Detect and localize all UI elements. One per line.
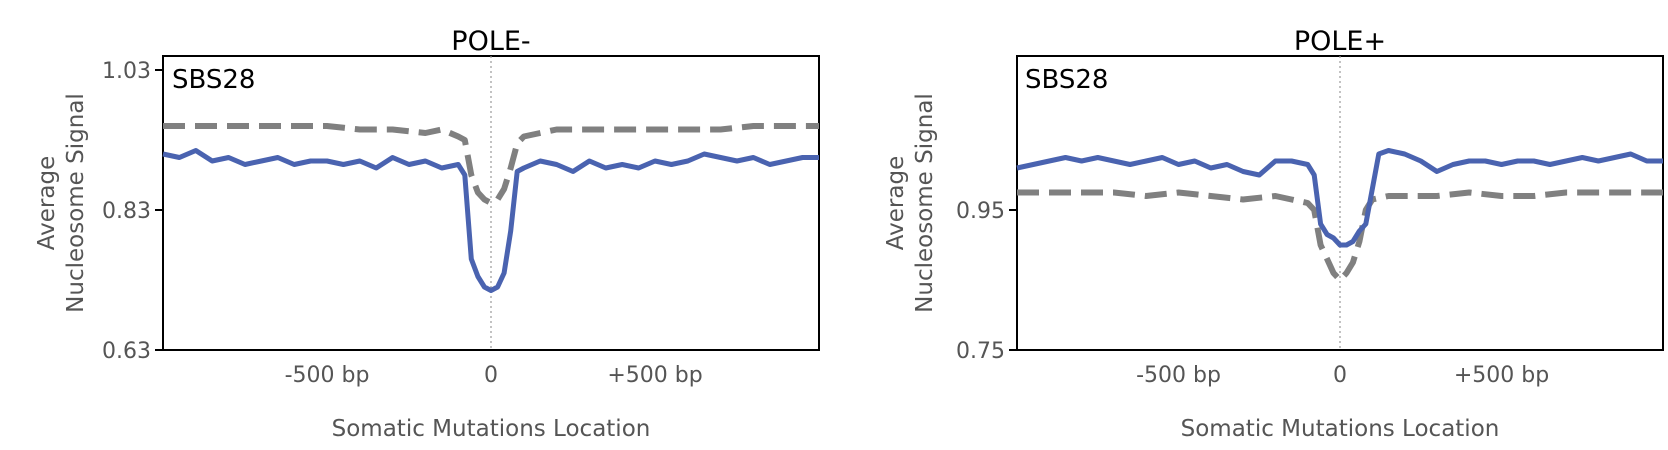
chart-panel-pole-minus: POLE- SBS28 Somatic Mutations Location A… [34, 26, 820, 442]
y-tick-label: 0.63 [102, 339, 151, 364]
y-axis-label-line1: Average [34, 156, 60, 250]
x-tick-label: -500 bp [285, 363, 370, 388]
x-tick-label: -500 bp [1136, 363, 1221, 388]
plot-area [162, 56, 819, 350]
y-tick-label: 0.95 [956, 199, 1005, 224]
y-axis-label-line2: Nucleosome Signal [63, 93, 89, 313]
x-tick-label: +500 bp [1454, 363, 1549, 388]
y-ticks: 0.75 0.95 [956, 199, 1017, 364]
x-axis-label: Somatic Mutations Location [1181, 416, 1500, 442]
chart-title: POLE- [451, 26, 530, 57]
y-tick-label: 0.75 [956, 339, 1005, 364]
chart-panel-pole-plus: POLE+ SBS28 Somatic Mutations Location A… [883, 26, 1664, 442]
x-tick-label: 0 [484, 363, 498, 388]
series-line-dashed [163, 123, 819, 206]
series-line-solid [162, 148, 819, 293]
x-ticks: -500 bp 0 +500 bp [285, 363, 703, 388]
y-axis-label-line2: Nucleosome Signal [912, 93, 938, 313]
series-line-dashed [1017, 189, 1663, 283]
x-tick-label: 0 [1333, 363, 1347, 388]
panel-label: SBS28 [1025, 65, 1108, 95]
series-line-solid [1016, 148, 1663, 248]
chart-title: POLE+ [1294, 26, 1386, 57]
x-tick-label: +500 bp [607, 363, 702, 388]
panel-label: SBS28 [172, 65, 255, 95]
y-tick-label: 1.03 [102, 59, 151, 84]
plot-area [1016, 56, 1663, 350]
y-axis-label-line1: Average [883, 156, 909, 250]
y-tick-label: 0.83 [102, 199, 151, 224]
y-ticks: 0.63 0.83 1.03 [102, 59, 163, 364]
x-ticks: -500 bp 0 +500 bp [1136, 363, 1549, 388]
x-axis-label: Somatic Mutations Location [332, 416, 651, 442]
